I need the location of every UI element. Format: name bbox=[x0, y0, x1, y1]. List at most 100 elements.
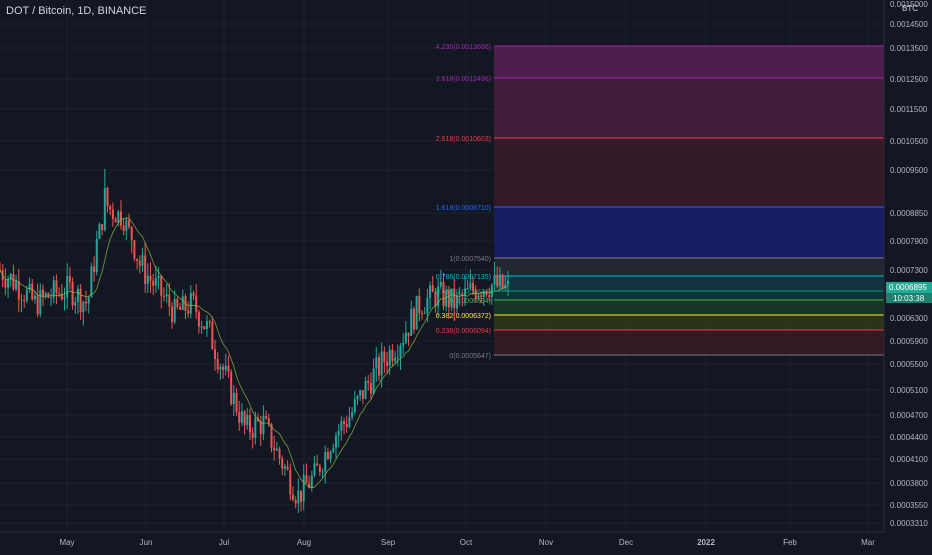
time-tick-label: Nov bbox=[539, 538, 553, 547]
candle-body bbox=[490, 284, 493, 297]
fib-zone bbox=[494, 330, 884, 355]
candle-body bbox=[265, 416, 268, 419]
candle-body bbox=[214, 349, 217, 360]
candle-body bbox=[283, 466, 286, 469]
candle-body bbox=[501, 274, 504, 289]
candle-body bbox=[109, 206, 112, 210]
candle-body bbox=[334, 435, 337, 448]
candle-body bbox=[152, 280, 155, 286]
candle-body bbox=[111, 209, 114, 219]
price-tick-label: 0.0012500 bbox=[890, 75, 928, 84]
fib-level-label: 2.618(0.0010603) bbox=[436, 136, 491, 143]
time-tick-label: 2022 bbox=[697, 538, 715, 547]
fib-zone bbox=[494, 258, 884, 276]
candle-body bbox=[273, 447, 276, 451]
time-tick-label: Jun bbox=[140, 538, 153, 547]
candle-body bbox=[235, 392, 238, 412]
fib-zone bbox=[494, 291, 884, 300]
candle-body bbox=[230, 371, 233, 405]
candle-body bbox=[420, 313, 423, 315]
candle-body bbox=[364, 381, 367, 399]
candle-body bbox=[173, 298, 176, 323]
candle-body bbox=[332, 447, 335, 452]
candle-body bbox=[90, 266, 93, 298]
candle-body bbox=[394, 357, 397, 362]
candle-body bbox=[50, 297, 53, 299]
candle-body bbox=[480, 295, 483, 297]
candle-body bbox=[219, 366, 222, 370]
fib-level-label: 0.236(0.0006094) bbox=[436, 328, 491, 335]
time-tick-label: Aug bbox=[297, 538, 311, 547]
candle-body bbox=[20, 299, 23, 301]
candle-body bbox=[144, 255, 147, 284]
candle-body bbox=[466, 288, 469, 290]
candle-body bbox=[305, 474, 308, 484]
candle-body bbox=[117, 211, 120, 223]
candle-body bbox=[93, 266, 96, 273]
countdown-badge bbox=[886, 293, 932, 303]
candle-body bbox=[181, 296, 184, 310]
candle-body bbox=[407, 332, 410, 336]
candle-body bbox=[47, 293, 50, 298]
candle-body bbox=[498, 274, 501, 287]
candle-body bbox=[270, 423, 273, 448]
candle-body bbox=[79, 288, 82, 313]
candle-body bbox=[197, 311, 200, 327]
candle-body bbox=[423, 312, 426, 314]
candle-body bbox=[369, 383, 372, 394]
candle-body bbox=[396, 357, 399, 359]
fib-zone bbox=[494, 78, 884, 138]
time-tick-label: Sep bbox=[381, 538, 396, 547]
time-tick-label: Dec bbox=[619, 538, 633, 547]
candle-body bbox=[7, 279, 10, 288]
price-tick-label: 0.0010500 bbox=[890, 137, 928, 146]
candle-body bbox=[278, 448, 281, 459]
price-tick-label: 0.0011500 bbox=[890, 105, 928, 114]
candle-body bbox=[402, 342, 405, 347]
fib-level-label: 3.618(0.0012496) bbox=[436, 76, 491, 83]
candle-body bbox=[262, 416, 265, 435]
candle-body bbox=[308, 483, 311, 488]
candle-body bbox=[238, 411, 241, 423]
candle-body bbox=[4, 280, 7, 288]
candle-body bbox=[125, 220, 128, 231]
price-tick-label: 0.0003800 bbox=[890, 479, 928, 488]
candle-body bbox=[477, 295, 480, 299]
fib-level-label: 0.5(0.0006594) bbox=[444, 298, 491, 305]
fib-level-label: 0.786(0.0007135) bbox=[436, 274, 491, 281]
price-tick-label: 0.0003310 bbox=[890, 519, 928, 528]
candle-body bbox=[87, 297, 90, 304]
candle-body bbox=[504, 284, 507, 289]
candle-body bbox=[154, 278, 157, 286]
candle-body bbox=[434, 292, 437, 307]
candle-body bbox=[203, 326, 206, 330]
candle-body bbox=[485, 291, 488, 296]
price-tick-label: 0.0003550 bbox=[890, 501, 928, 510]
fib-level-label: 0.382(0.0006372) bbox=[436, 313, 491, 320]
fib-zone bbox=[494, 300, 884, 315]
candle-body bbox=[103, 187, 106, 231]
price-tick-label: 0.0004100 bbox=[890, 455, 928, 464]
candle-body bbox=[243, 411, 246, 426]
candle-body bbox=[146, 275, 149, 284]
candle-body bbox=[429, 285, 432, 298]
candle-body bbox=[160, 275, 163, 296]
candle-body bbox=[232, 392, 235, 405]
candle-body bbox=[44, 293, 47, 297]
price-tick-label: 0.0007300 bbox=[890, 266, 928, 275]
candle-body bbox=[275, 448, 278, 451]
candle-body bbox=[222, 366, 225, 370]
candle-body bbox=[383, 351, 386, 363]
candle-body bbox=[453, 288, 456, 309]
candle-body bbox=[340, 421, 343, 431]
candle-body bbox=[176, 298, 179, 308]
current-price-badge bbox=[886, 282, 932, 293]
candle-body bbox=[39, 289, 42, 315]
candle-body bbox=[246, 415, 249, 426]
candle-body bbox=[455, 294, 458, 309]
candle-body bbox=[200, 326, 203, 328]
fib-zone bbox=[494, 315, 884, 330]
candle-body bbox=[463, 288, 466, 297]
